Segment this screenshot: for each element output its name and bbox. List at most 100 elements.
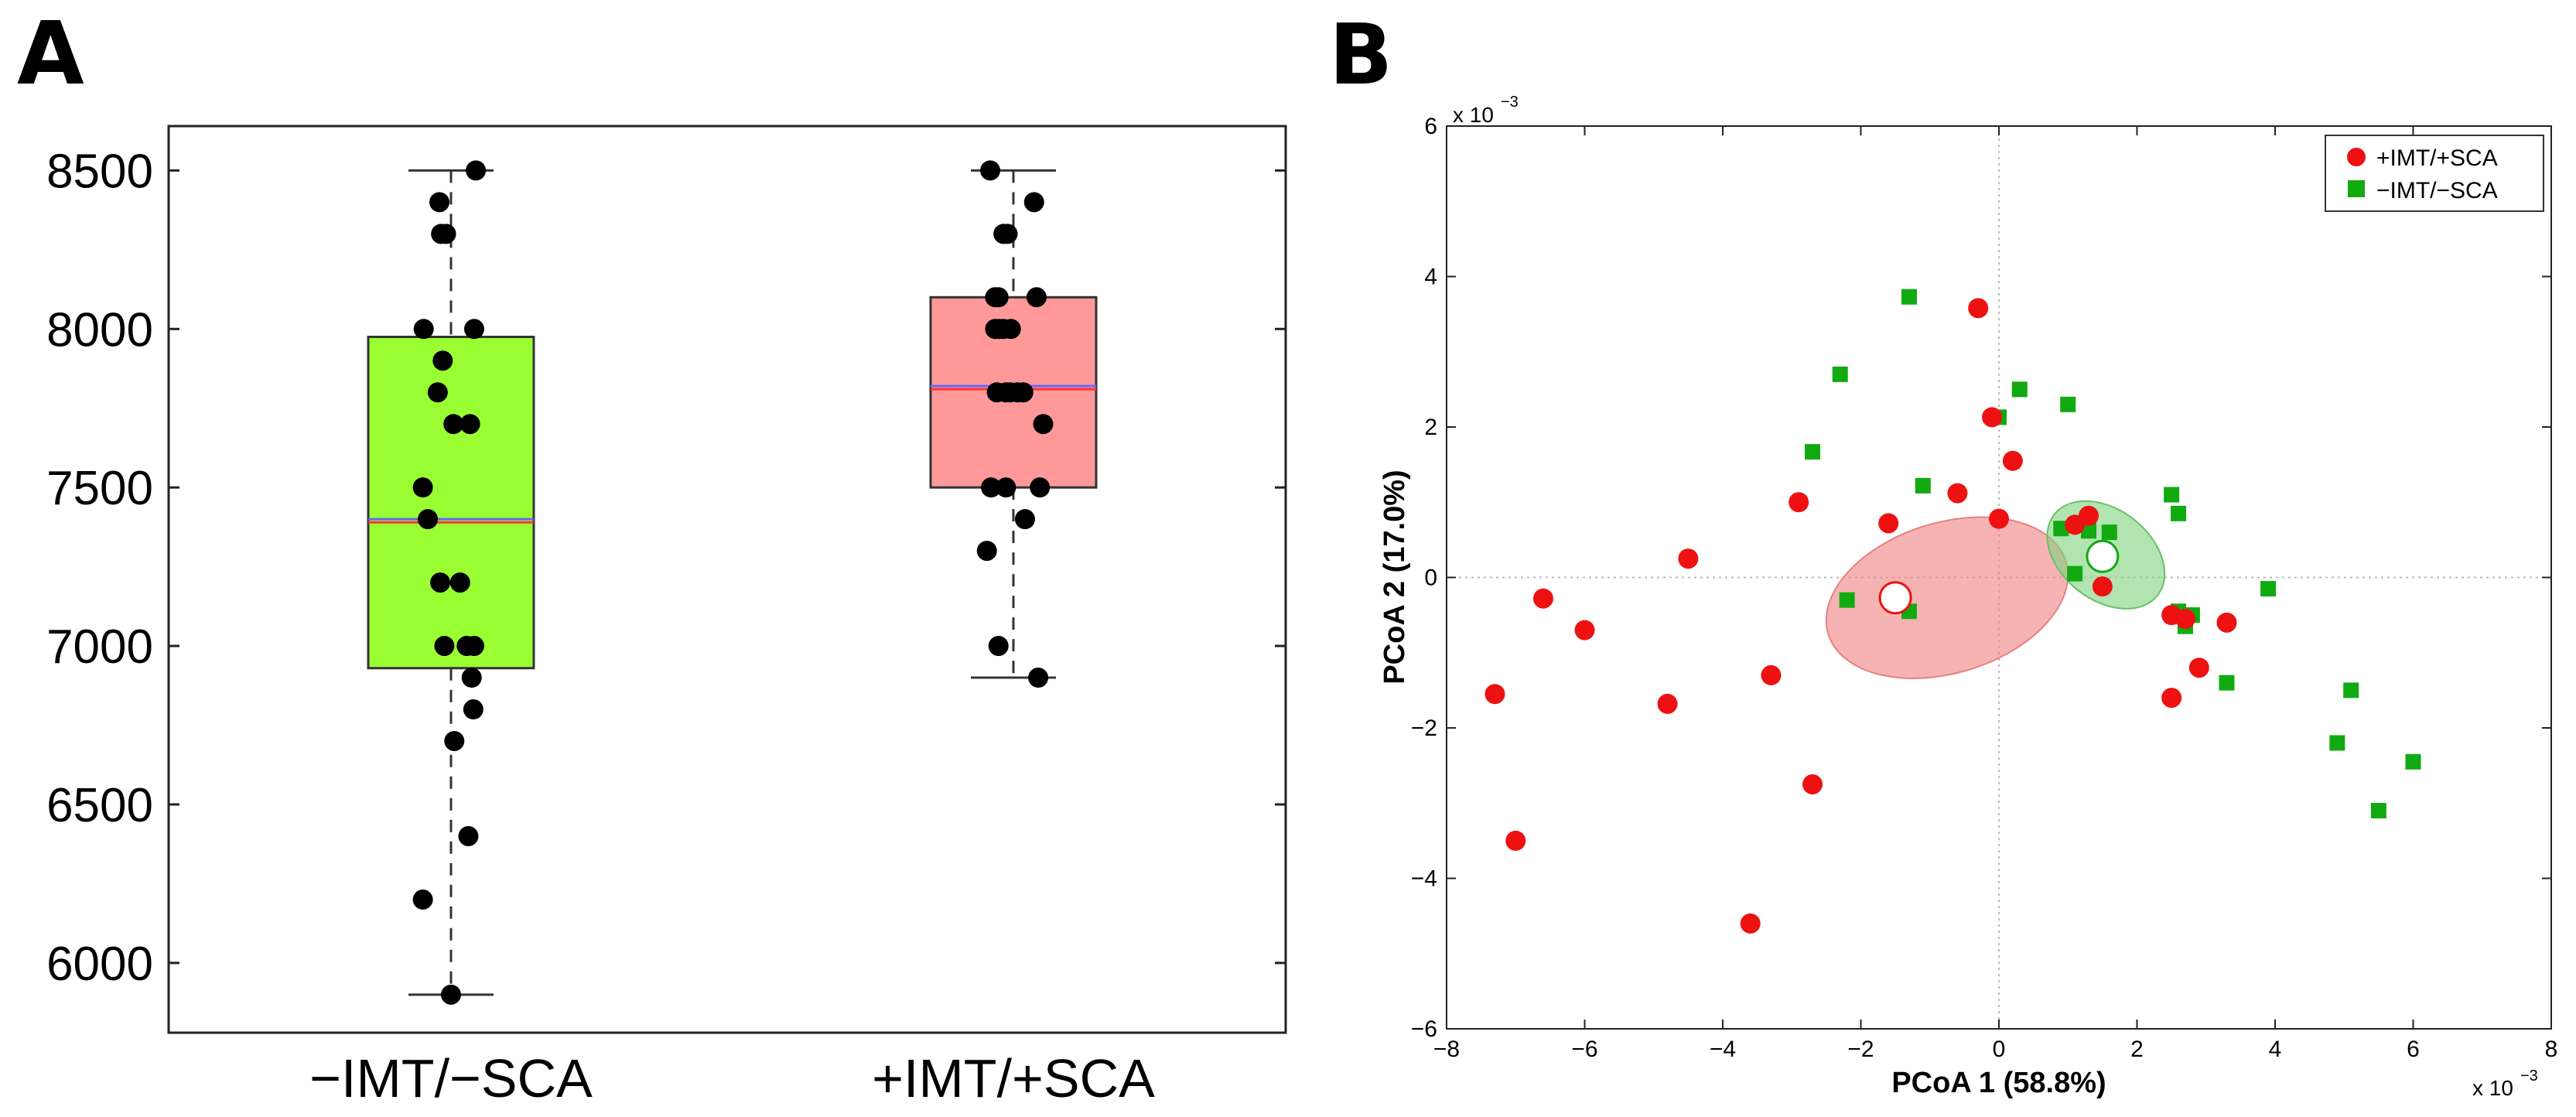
data-point — [458, 825, 479, 846]
data-point — [996, 477, 1016, 498]
group-mean-marker — [1878, 581, 1912, 615]
point-plus-circle — [1982, 407, 2003, 428]
point-plus-circle — [1740, 913, 1761, 934]
data-point — [460, 414, 480, 435]
y-scale-exponent: −3 — [1501, 94, 1519, 111]
legend-box — [2325, 135, 2544, 212]
legend-label-minus: −IMT/−SCA — [2376, 178, 2498, 203]
group-mean-marker — [2086, 539, 2120, 573]
point-minus-square — [2011, 381, 2028, 398]
x-scale-exponent: −3 — [2520, 1067, 2538, 1085]
point-plus-circle — [1484, 684, 1505, 705]
y-tick-label: −6 — [1411, 1016, 1437, 1042]
x-tick-label: 8 — [2545, 1037, 2558, 1062]
point-plus-circle — [1532, 588, 1553, 609]
y-tick-label: 6000 — [46, 938, 153, 991]
data-point — [436, 224, 456, 244]
point-plus-circle — [1505, 830, 1526, 851]
legend-label-plus: +IMT/+SCA — [2376, 145, 2498, 171]
data-point — [412, 477, 433, 498]
y-tick-label: 6500 — [46, 779, 153, 832]
x-tick-label: −4 — [1710, 1037, 1736, 1062]
data-point — [1033, 414, 1054, 435]
point-minus-square — [2101, 524, 2117, 541]
x-tick-label: 2 — [2130, 1037, 2144, 1062]
x-tick-label: −6 — [1571, 1037, 1597, 1062]
data-point — [463, 636, 484, 657]
data-point — [981, 477, 1002, 498]
data-point — [997, 224, 1018, 244]
y-tick-label: 8000 — [46, 303, 153, 357]
data-point — [1013, 382, 1033, 403]
point-minus-square — [2164, 487, 2180, 503]
panel-label-a: A — [17, 4, 84, 104]
data-point — [463, 699, 483, 720]
pcoa-group-means — [1878, 539, 2120, 615]
data-point — [466, 160, 487, 181]
point-plus-circle — [1678, 548, 1699, 569]
boxplot-axes-frame — [167, 125, 1287, 1034]
data-point — [980, 160, 1001, 181]
data-point — [461, 668, 482, 688]
data-point — [441, 984, 461, 1005]
data-point — [1026, 287, 1047, 308]
pcoa-y-scale-factor: x 10 −3 — [1453, 94, 1519, 127]
y-tick-label: 0 — [1424, 565, 1437, 591]
y-scale-label: x 10 — [1453, 103, 1494, 127]
point-plus-circle — [1761, 664, 1782, 685]
point-minus-square — [1915, 477, 1931, 494]
point-minus-square — [2405, 753, 2421, 770]
point-plus-circle — [2188, 658, 2209, 678]
panel-label-b: B — [1329, 7, 1392, 104]
point-minus-square — [1839, 592, 1855, 608]
data-point — [449, 572, 470, 593]
x-tick-label: −8 — [1433, 1037, 1460, 1062]
point-plus-circle — [1657, 693, 1678, 714]
y-tick-label: 8500 — [46, 145, 153, 198]
y-tick-label: 4 — [1424, 265, 1437, 290]
point-plus-circle — [1989, 508, 2009, 529]
pcoa-y-axis-label: PCoA 2 (17.0%) — [1379, 470, 1411, 684]
data-point — [434, 636, 455, 657]
point-minus-square — [1805, 444, 1821, 460]
x-scale-label: x 10 — [2472, 1076, 2513, 1100]
pcoa-x-axis-label: PCoA 1 (58.8%) — [1891, 1067, 2106, 1099]
x-tick-label: 6 — [2407, 1037, 2420, 1062]
box-iqr — [367, 336, 535, 670]
point-minus-square — [2081, 523, 2097, 539]
y-tick-label: 7500 — [46, 462, 153, 515]
point-plus-circle — [2002, 450, 2023, 471]
pcoa-legend: +IMT/+SCA −IMT/−SCA — [2325, 135, 2544, 212]
point-plus-circle — [1789, 492, 1809, 513]
data-point — [976, 541, 997, 562]
x-tick-label: −2 — [1847, 1037, 1874, 1062]
pcoa-points — [1484, 289, 2421, 934]
y-tick-label: −4 — [1411, 866, 1437, 892]
y-tick-label: 2 — [1424, 415, 1437, 440]
legend-marker-minus — [2348, 180, 2365, 197]
point-minus-square — [1832, 366, 1848, 382]
data-point — [413, 319, 434, 340]
y-tick-label: 7000 — [46, 620, 153, 674]
point-plus-circle — [1802, 774, 1823, 794]
point-plus-circle — [1878, 513, 1899, 534]
x-tick-label: 4 — [2269, 1037, 2282, 1062]
boxplot-category-labels: −IMT/−SCA +IMT/+SCA — [309, 1048, 1155, 1108]
data-point — [444, 730, 465, 751]
boxplot-y-ticks: 6000 6500 7000 7500 8000 8500 — [46, 145, 1286, 991]
pcoa-x-scale-factor: x 10 −3 — [2472, 1067, 2538, 1100]
point-minus-square — [2060, 396, 2076, 412]
point-minus-square — [2329, 735, 2345, 751]
point-minus-square — [2171, 505, 2187, 521]
point-minus-square — [2260, 581, 2277, 597]
point-plus-circle — [1947, 483, 1968, 504]
data-point — [443, 414, 464, 435]
point-plus-circle — [2216, 612, 2237, 633]
point-minus-square — [2067, 565, 2083, 582]
y-tick-label: 6 — [1424, 114, 1437, 139]
data-point — [988, 636, 1009, 657]
data-point — [430, 572, 451, 593]
point-plus-circle — [2092, 576, 2113, 597]
